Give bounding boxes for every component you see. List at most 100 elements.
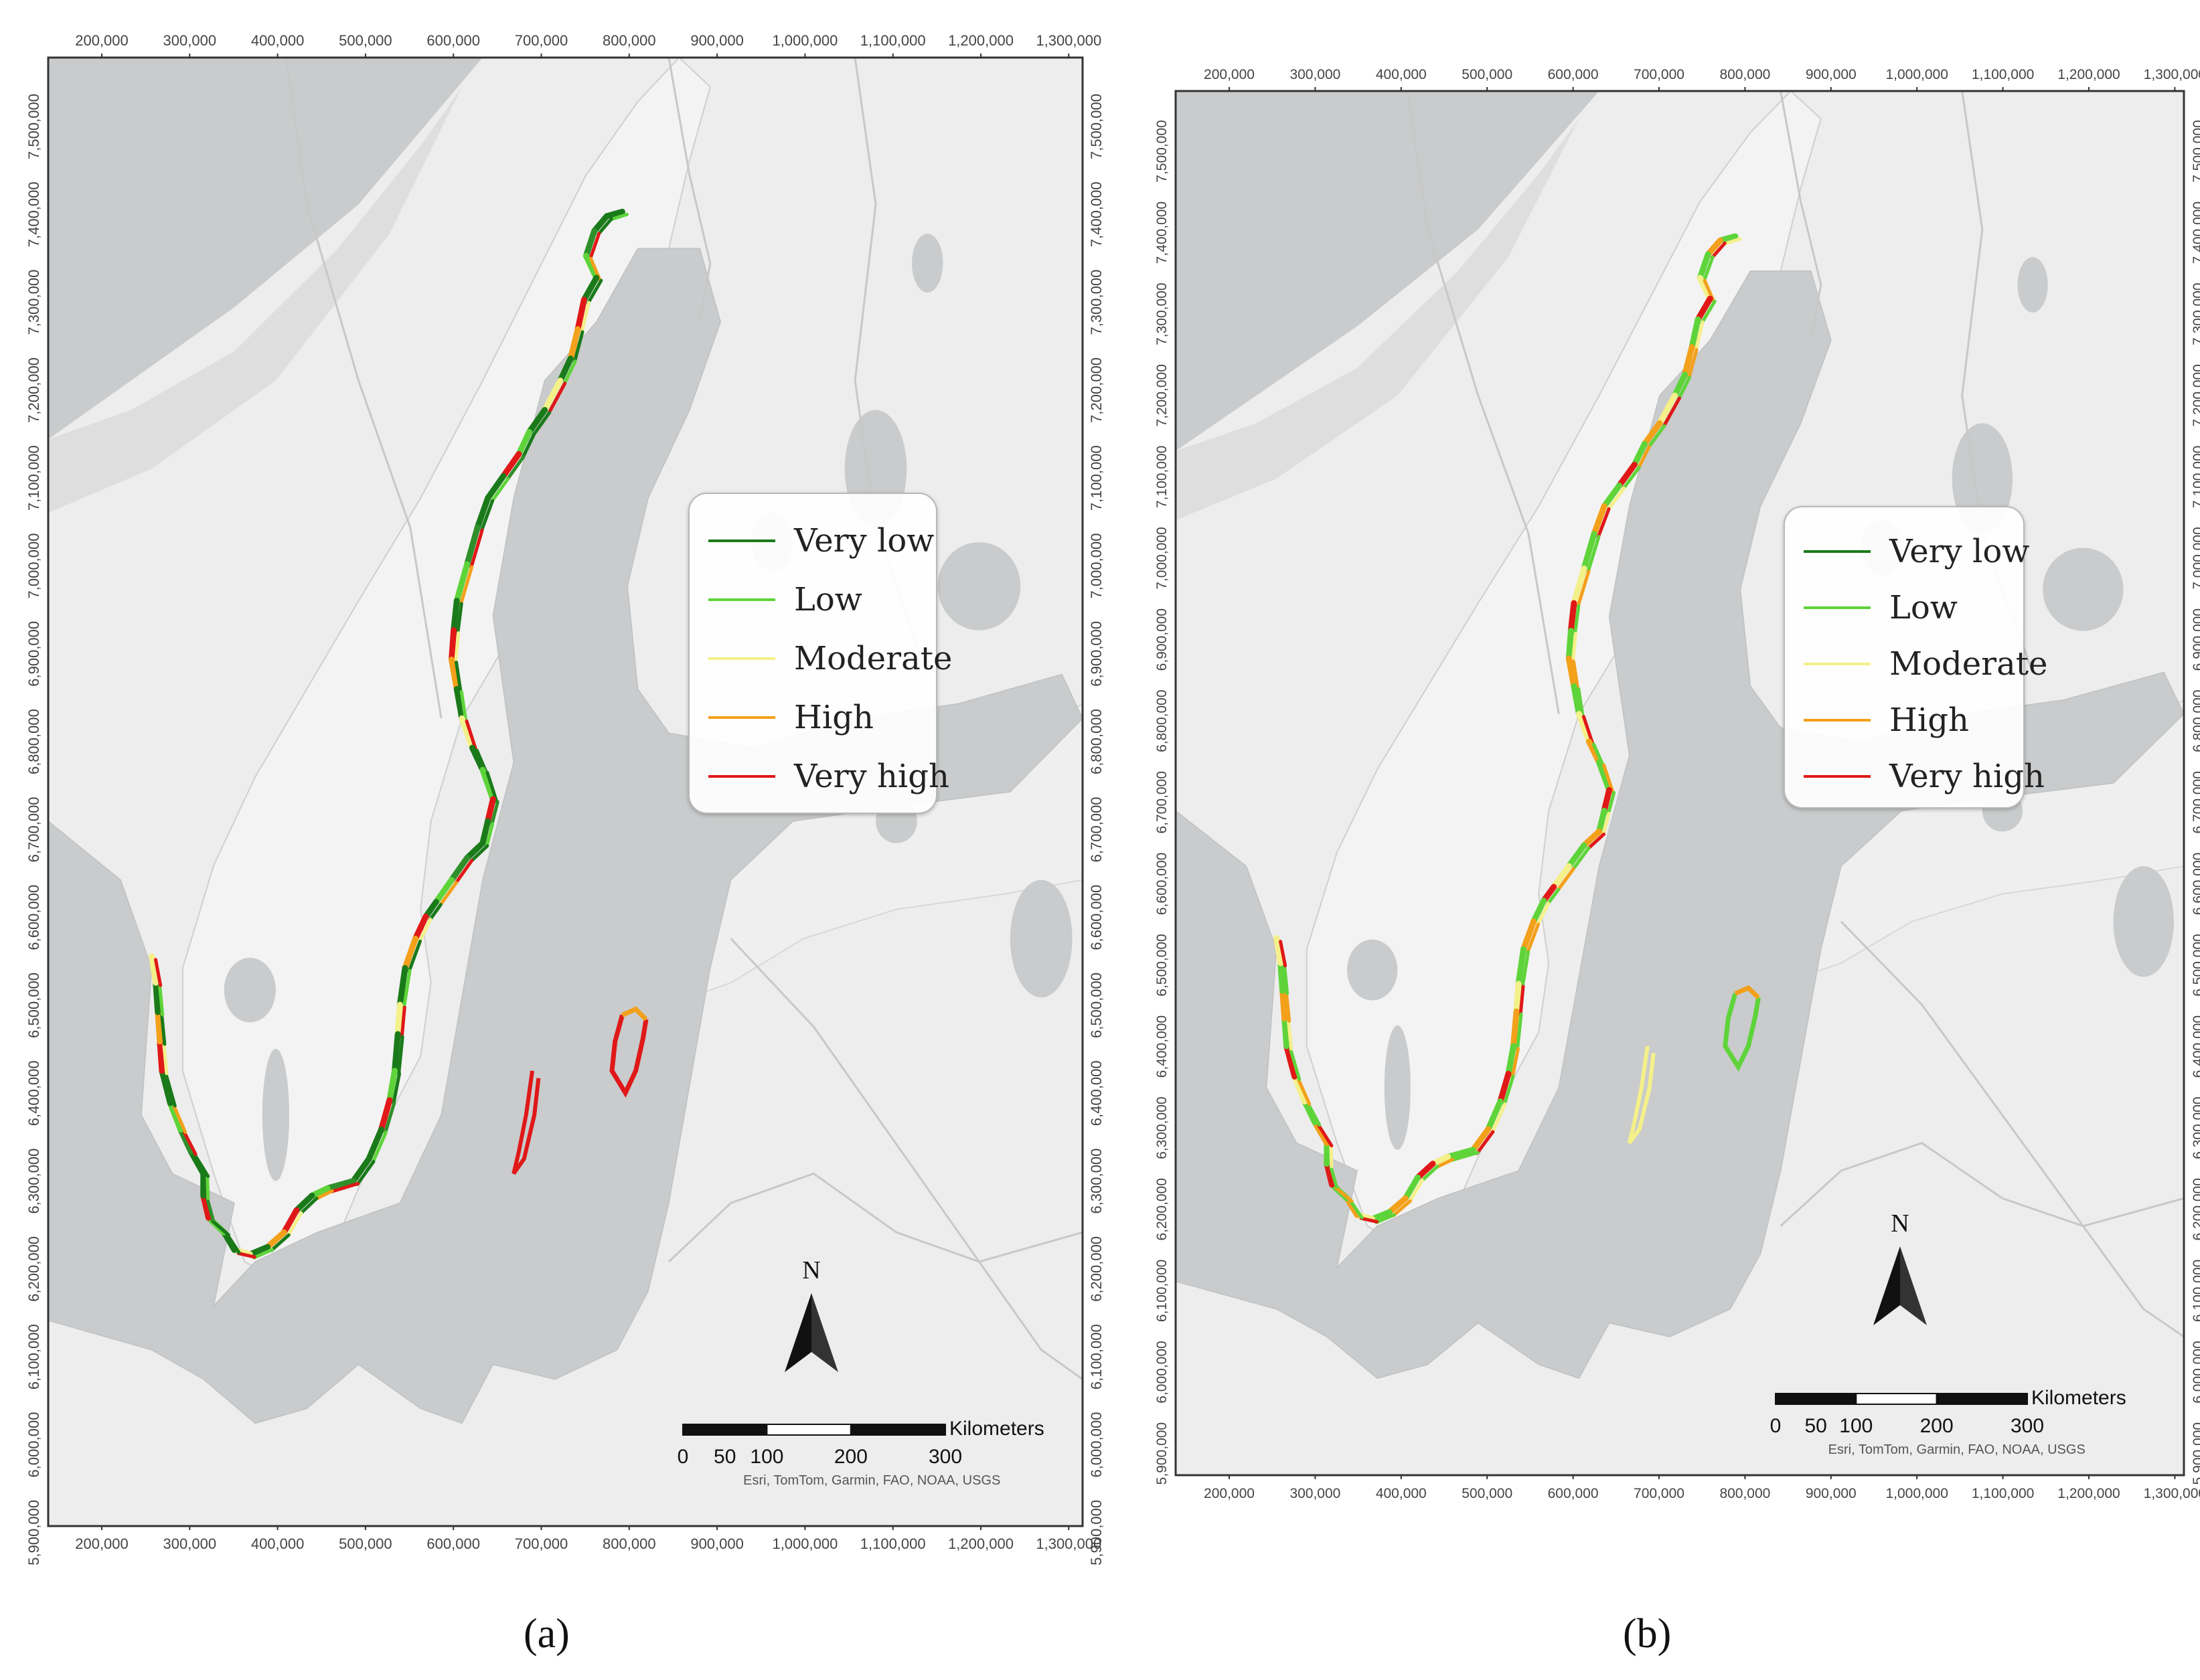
coast-segment bbox=[580, 301, 591, 335]
lake bbox=[937, 542, 1021, 631]
coast-segment bbox=[1402, 1174, 1421, 1201]
coast-segment bbox=[1344, 1195, 1360, 1218]
coast-segment bbox=[1414, 1161, 1436, 1181]
coast-segment bbox=[383, 1101, 396, 1135]
scale-bar-unit: Kilometers bbox=[2031, 1387, 2126, 1409]
sea-atlantic bbox=[1176, 91, 1599, 451]
x-tick-label: 1,300,000 bbox=[1036, 1535, 1101, 1552]
coast-segment bbox=[1571, 659, 1580, 691]
y-tick-label: 6,800,000 bbox=[1088, 709, 1105, 774]
coast-segment bbox=[162, 1043, 169, 1076]
legend-item: Low bbox=[690, 580, 862, 620]
y-tick-label: 6,400,000 bbox=[25, 1060, 42, 1126]
map-frame-b: 200,000 200,000 300,000 300,000 400,000 400,0… bbox=[1154, 67, 2200, 1501]
y-tick-label: 7,300,000 bbox=[25, 270, 42, 335]
map-layer bbox=[1175, 90, 2185, 1476]
coast-segment bbox=[226, 1234, 241, 1255]
lake bbox=[2017, 257, 2048, 313]
coast-segment bbox=[1475, 1130, 1495, 1155]
country-border bbox=[1406, 90, 1560, 714]
x-tick-label: 900,000 bbox=[690, 32, 744, 49]
coast-segment bbox=[490, 800, 499, 827]
coast-segment bbox=[1601, 811, 1611, 837]
y-tick-label: 6,800,000 bbox=[25, 709, 42, 774]
y-tick-label: 6,000,000 bbox=[1154, 1341, 1170, 1403]
coast-segment bbox=[155, 1009, 163, 1045]
country-border bbox=[285, 57, 443, 719]
legend-label: Moderate bbox=[794, 640, 953, 677]
coast-segment bbox=[516, 428, 532, 457]
coast-segment bbox=[1586, 535, 1601, 574]
coast-segment bbox=[1419, 1165, 1439, 1183]
coast-segment bbox=[582, 252, 600, 281]
legend-swatch bbox=[708, 539, 775, 542]
coast-segment bbox=[572, 330, 584, 364]
x-tick-label: 1,200,000 bbox=[948, 1535, 1014, 1552]
y-tick-label: 6,500,000 bbox=[25, 973, 42, 1038]
x-tick-label: 800,000 bbox=[1719, 67, 1770, 82]
coast-segment bbox=[1407, 1178, 1424, 1203]
coast-segment bbox=[1591, 503, 1607, 537]
coast-segment bbox=[1601, 482, 1623, 509]
scale-bar-tick-label: 100 bbox=[1839, 1415, 1873, 1437]
coast-segment bbox=[1596, 807, 1607, 835]
coast-segment bbox=[526, 407, 548, 435]
coast-segment bbox=[1369, 1209, 1393, 1222]
coast-segment bbox=[1513, 981, 1522, 1015]
coast-segment bbox=[1581, 531, 1597, 572]
country-border bbox=[1840, 920, 2185, 1338]
x-tick-label: 500,000 bbox=[339, 32, 392, 49]
y-tick-label: 7,100,000 bbox=[2191, 446, 2200, 508]
coast-segment bbox=[400, 1005, 406, 1039]
y-tick-label: 6,500,000 bbox=[1088, 973, 1105, 1038]
coast-segment bbox=[459, 689, 468, 724]
y-tick-label: 6,700,000 bbox=[2191, 771, 2200, 833]
y-tick-label: 7,100,000 bbox=[25, 445, 42, 511]
coast-segment bbox=[1526, 922, 1541, 954]
y-tick-label: 6,900,000 bbox=[2191, 608, 2200, 671]
coast-segment bbox=[557, 355, 574, 384]
scale-bar-tick-label: 0 bbox=[1770, 1415, 1782, 1437]
coast-segment bbox=[438, 881, 459, 908]
y-tick-label: 7,500,000 bbox=[25, 94, 42, 159]
island-gotland bbox=[1734, 985, 1760, 1000]
coast-segment bbox=[1662, 396, 1681, 428]
coast-segment bbox=[1329, 1145, 1334, 1169]
coast-segment bbox=[1485, 1098, 1504, 1132]
coast-segment bbox=[1676, 375, 1692, 401]
coast-segment bbox=[1656, 392, 1678, 426]
coast-segment bbox=[455, 661, 463, 694]
map-panel-a: 200,000 200,000 300,000 300,000 400,000 400,0… bbox=[25, 32, 1105, 1657]
coast-segment bbox=[1571, 632, 1577, 664]
island-oland bbox=[1627, 1045, 1656, 1145]
coast-segment bbox=[485, 822, 495, 849]
coast-segment bbox=[1302, 1098, 1318, 1126]
coast-segment bbox=[1277, 960, 1286, 994]
attribution: Esri, TomTom, Garmin, FAO, NOAA, USGS bbox=[1828, 1442, 2086, 1457]
y-tick-label: 7,000,000 bbox=[25, 533, 42, 599]
x-tick-label: 1,300,000 bbox=[2144, 67, 2200, 82]
lake bbox=[262, 1048, 289, 1181]
x-tick-label: 600,000 bbox=[1548, 67, 1599, 82]
y-tick-label: 7,200,000 bbox=[1154, 364, 1170, 426]
coast-segment bbox=[177, 1126, 194, 1155]
coast-segment bbox=[531, 411, 552, 437]
scale-bar-tick-label: 200 bbox=[834, 1446, 868, 1468]
y-tick-label: 6,400,000 bbox=[1088, 1060, 1105, 1126]
coast-segment bbox=[407, 939, 422, 973]
x-tick-label: 700,000 bbox=[1634, 67, 1684, 82]
lake bbox=[912, 234, 943, 293]
coast-segment bbox=[1565, 655, 1577, 689]
coast-segment bbox=[1324, 1161, 1335, 1188]
coast-segment bbox=[1530, 898, 1547, 925]
coast-segment bbox=[324, 1177, 357, 1191]
coast-segment bbox=[1565, 628, 1574, 662]
y-tick-label: 6,500,000 bbox=[2191, 934, 2200, 996]
y-tick-label: 6,800,000 bbox=[1154, 689, 1170, 752]
x-tick-label: 900,000 bbox=[1806, 1486, 1857, 1501]
coast-segment bbox=[160, 1013, 167, 1046]
y-tick-label: 5,900,000 bbox=[1154, 1422, 1170, 1485]
coast-segment bbox=[451, 598, 460, 634]
y-tick-label: 7,200,000 bbox=[25, 357, 42, 423]
coast-segment bbox=[1697, 251, 1711, 281]
